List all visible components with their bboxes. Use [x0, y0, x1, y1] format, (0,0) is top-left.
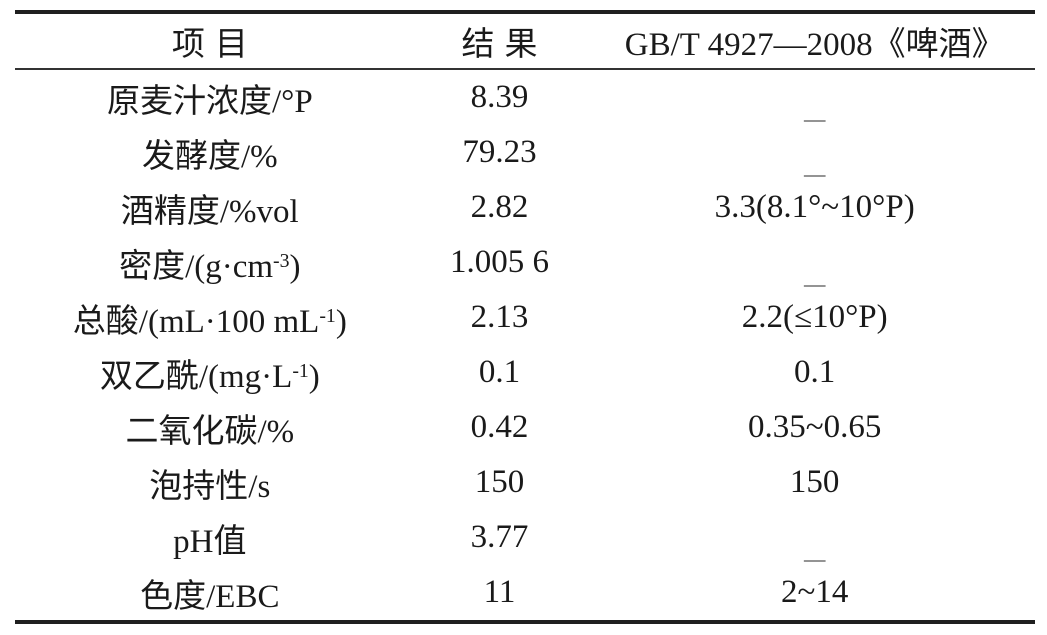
header-row: 项目 结果 GB/T 4927—2008《啤酒》 — [15, 12, 1035, 70]
item-label-tail: ) — [308, 358, 320, 395]
standard-value: 0.35~0.65 — [747, 409, 882, 445]
result-value: 2.82 — [470, 189, 529, 225]
table-row: pH值 3.77 — — [15, 510, 1035, 571]
item-label-tail: ) — [289, 248, 301, 285]
item-unit-superscript: -3 — [273, 249, 290, 272]
column-header-item: 项目 — [15, 12, 405, 70]
result-cell: 3.77 — [405, 510, 595, 565]
standard-value: — — [803, 107, 826, 131]
column-header-standard: GB/T 4927—2008《啤酒》 — [594, 12, 1035, 70]
item-label: pH值 — [173, 523, 247, 560]
result-cell: 2.82 — [405, 180, 595, 235]
table-row: 酒精度/%vol 2.82 3.3(8.1°~10°P) — [15, 180, 1035, 235]
standard-value: — — [803, 272, 826, 296]
item-label: 发酵度/% — [141, 138, 278, 175]
standard-cell: 150 — [594, 455, 1035, 510]
table-row: 泡持性/s 150 150 — [15, 455, 1035, 510]
result-value: 11 — [483, 574, 516, 610]
standard-value: 150 — [789, 464, 840, 500]
result-value: 8.39 — [470, 79, 529, 115]
standard-cell: 0.1 — [594, 345, 1035, 400]
standard-value: — — [803, 547, 826, 571]
item-unit-superscript: -1 — [319, 304, 336, 327]
item-label: 密度/(g·cm — [119, 248, 274, 285]
result-value: 150 — [474, 464, 525, 500]
table-row: 密度/(g·cm-3) 1.005 6 — — [15, 235, 1035, 296]
item-label: 泡持性/s — [149, 468, 271, 505]
table-row: 色度/EBC 11 2~14 — [15, 565, 1035, 622]
result-cell: 11 — [405, 565, 595, 622]
result-cell: 79.23 — [405, 125, 595, 180]
item-label: 原麦汁浓度/°P — [106, 83, 313, 120]
item-cell: 总酸/(mL·100 mL-1) — [15, 290, 405, 345]
item-cell: 二氧化碳/% — [15, 400, 405, 455]
item-cell: 发酵度/% — [15, 125, 405, 180]
result-cell: 2.13 — [405, 290, 595, 345]
table-row: 总酸/(mL·100 mL-1) 2.13 2.2(≤10°P) — [15, 290, 1035, 345]
item-label: 总酸/(mL·100 mL — [72, 303, 320, 340]
table-row: 双乙酰/(mg·L-1) 0.1 0.1 — [15, 345, 1035, 400]
result-cell: 1.005 6 — [405, 235, 595, 290]
item-cell: 原麦汁浓度/°P — [15, 69, 405, 125]
result-cell: 0.42 — [405, 400, 595, 455]
item-cell: 双乙酰/(mg·L-1) — [15, 345, 405, 400]
item-cell: 酒精度/%vol — [15, 180, 405, 235]
standard-cell: — — [594, 69, 1035, 131]
result-cell: 150 — [405, 455, 595, 510]
result-value: 0.1 — [478, 354, 521, 390]
item-label: 二氧化碳/% — [125, 413, 295, 450]
item-label: 双乙酰/(mg·L — [99, 358, 293, 395]
table-header: 项目 结果 GB/T 4927—2008《啤酒》 — [15, 12, 1035, 70]
result-value: 1.005 6 — [449, 244, 549, 280]
table-row: 发酵度/% 79.23 — — [15, 125, 1035, 186]
table-row: 原麦汁浓度/°P 8.39 — — [15, 69, 1035, 131]
item-unit-superscript: -1 — [292, 359, 309, 382]
standard-cell: 2~14 — [594, 565, 1035, 622]
item-cell: 密度/(g·cm-3) — [15, 235, 405, 290]
item-cell: pH值 — [15, 510, 405, 565]
standard-cell: 0.35~0.65 — [594, 400, 1035, 455]
standard-cell: 2.2(≤10°P) — [594, 290, 1035, 345]
standard-value: 2.2(≤10°P) — [741, 299, 888, 335]
standard-value: 0.1 — [794, 354, 836, 390]
column-header-result: 结果 — [404, 12, 595, 70]
standard-cell: 3.3(8.1°~10°P) — [594, 180, 1035, 235]
item-cell: 泡持性/s — [15, 455, 405, 510]
standard-cell: — — [594, 125, 1035, 186]
item-label: 色度/EBC — [140, 578, 280, 615]
quality-results-table: 项目 结果 GB/T 4927—2008《啤酒》 原麦汁浓度/°P 8.39 —… — [15, 10, 1035, 624]
standard-cell: — — [594, 235, 1035, 296]
standard-value: 3.3(8.1°~10°P) — [714, 189, 915, 225]
result-cell: 8.39 — [405, 69, 595, 125]
table-row: 二氧化碳/% 0.42 0.35~0.65 — [15, 400, 1035, 455]
item-cell: 色度/EBC — [15, 565, 405, 622]
item-label-tail: ) — [335, 303, 347, 340]
standard-cell: — — [594, 510, 1035, 571]
result-value: 79.23 — [462, 134, 537, 170]
result-value: 2.13 — [470, 299, 529, 335]
result-value: 0.42 — [470, 409, 529, 445]
standard-value: — — [803, 162, 826, 186]
item-label: 酒精度/%vol — [120, 193, 299, 230]
result-value: 3.77 — [470, 519, 529, 555]
result-cell: 0.1 — [405, 345, 595, 400]
quality-results-table-wrap: 项目 结果 GB/T 4927—2008《啤酒》 原麦汁浓度/°P 8.39 —… — [15, 10, 1035, 624]
standard-value: 2~14 — [780, 574, 849, 610]
table-body: 原麦汁浓度/°P 8.39 — 发酵度/% 79.23 — 酒精度/%vol 2… — [15, 69, 1035, 622]
